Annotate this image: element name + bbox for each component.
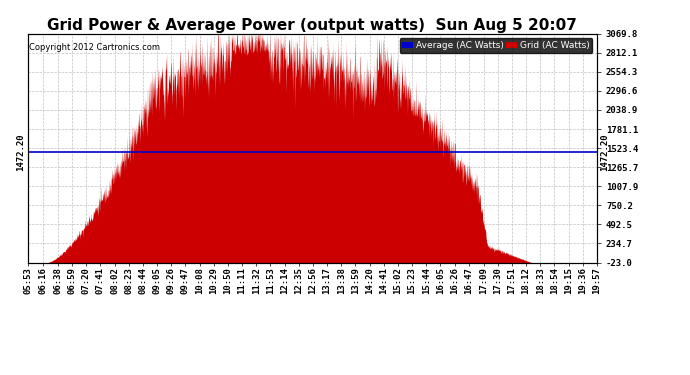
Legend: Average (AC Watts), Grid (AC Watts): Average (AC Watts), Grid (AC Watts) [400, 38, 592, 53]
Text: 1472.20: 1472.20 [600, 133, 609, 171]
Text: Copyright 2012 Cartronics.com: Copyright 2012 Cartronics.com [29, 43, 160, 52]
Text: 1472.20: 1472.20 [16, 133, 25, 171]
Title: Grid Power & Average Power (output watts)  Sun Aug 5 20:07: Grid Power & Average Power (output watts… [48, 18, 577, 33]
